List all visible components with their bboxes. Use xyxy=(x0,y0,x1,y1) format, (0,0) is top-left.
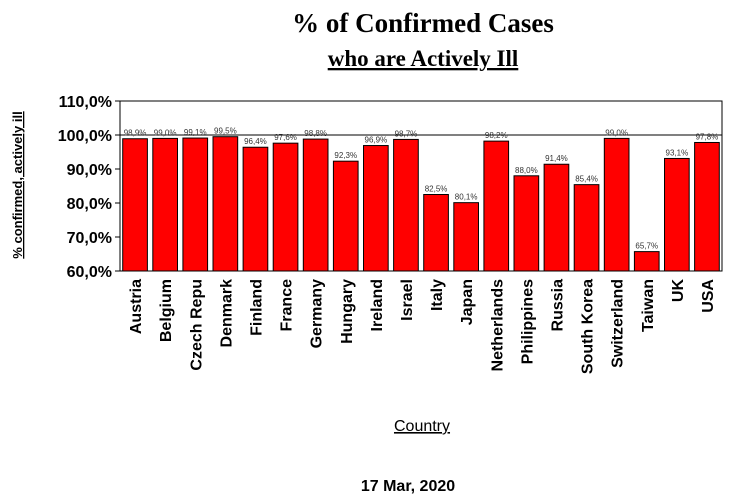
x-tick-label: Netherlands xyxy=(489,279,506,372)
y-tick-label: 110,0% xyxy=(59,94,112,111)
bar-south-korea xyxy=(573,184,600,272)
data-label: 99,0% xyxy=(154,128,177,137)
x-tick-label: Philippines xyxy=(519,279,536,364)
data-label: 91,4% xyxy=(545,154,568,163)
y-tick-label: 100,0% xyxy=(58,128,112,145)
x-tick-label: Belgium xyxy=(158,279,175,342)
y-axis-label: % confirmed, actively ill xyxy=(10,111,25,258)
bar-russia xyxy=(543,163,570,272)
data-label: 96,4% xyxy=(244,137,267,146)
x-tick-label: Taiwan xyxy=(640,279,657,332)
x-tick-label: Denmark xyxy=(218,279,235,348)
data-label: 82,5% xyxy=(425,185,448,194)
bar-hungary xyxy=(332,160,359,272)
x-tick-label: Japan xyxy=(459,279,476,325)
data-label: 97,6% xyxy=(274,133,297,142)
bar-israel xyxy=(393,138,419,272)
x-tick-label: UK xyxy=(670,279,687,303)
bar-austria xyxy=(122,138,148,272)
data-label: 97,8% xyxy=(696,132,719,141)
bar-denmark xyxy=(212,136,239,272)
bar-uk xyxy=(664,157,690,272)
data-label: 98,2% xyxy=(485,131,508,140)
x-tick-label: Ireland xyxy=(369,279,386,331)
x-tick-label: Finland xyxy=(248,279,265,336)
data-label: 65,7% xyxy=(635,242,658,251)
x-tick-label: Switzerland xyxy=(610,279,627,368)
bar-japan xyxy=(453,202,479,272)
chart-subtitle: who are Actively Ill xyxy=(328,46,519,71)
chart-footer-date: 17 Mar, 2020 xyxy=(361,478,455,495)
bar-germany xyxy=(302,138,329,272)
bar-switzerland xyxy=(603,137,630,272)
data-label: 99,5% xyxy=(214,127,237,136)
data-label: 92,3% xyxy=(334,151,357,160)
plot-area: 60,0% 70,0% 80,0% 90,0% 100,0% 110,0% 98,9% Aus… xyxy=(58,94,723,374)
data-label: 98,9% xyxy=(124,129,147,138)
x-tick-label: South Korea xyxy=(580,279,597,374)
x-axis-label: Country xyxy=(394,418,450,435)
x-tick-label: USA xyxy=(700,279,717,313)
data-label: 96,9% xyxy=(365,136,388,145)
bar-taiwan xyxy=(633,251,660,272)
x-tick-label: Hungary xyxy=(339,279,356,344)
y-tick-label: 60,0% xyxy=(67,264,112,281)
bar-philippines xyxy=(513,175,540,272)
x-tick-label: France xyxy=(279,279,296,332)
bar-finland xyxy=(242,146,269,272)
bar-france xyxy=(272,142,299,272)
bar-czech-repu xyxy=(182,137,209,272)
x-tick-label: Israel xyxy=(399,279,416,321)
data-label: 99,0% xyxy=(605,128,628,137)
data-label: 85,4% xyxy=(575,175,598,184)
data-label: 98,8% xyxy=(304,129,327,138)
bar-ireland xyxy=(363,145,389,272)
y-tick-label: 90,0% xyxy=(67,162,112,179)
x-tick-label: Germany xyxy=(309,279,326,348)
bar-netherlands xyxy=(483,140,510,272)
data-label: 80,1% xyxy=(455,193,478,202)
x-tick-label: Czech Repu xyxy=(188,279,205,371)
chart-title: % of Confirmed Cases xyxy=(292,8,554,38)
data-label: 88,0% xyxy=(515,166,538,175)
x-tick-label: Russia xyxy=(549,279,566,332)
y-tick-label: 80,0% xyxy=(67,196,112,213)
data-label: 99,1% xyxy=(184,128,207,137)
plot-frame xyxy=(119,100,723,272)
x-tick-label: Austria xyxy=(128,279,145,334)
bar-usa xyxy=(694,141,720,272)
bar-belgium xyxy=(152,137,178,272)
bar-italy xyxy=(423,194,449,272)
data-label: 93,1% xyxy=(666,148,689,157)
data-label: 98,7% xyxy=(395,129,418,138)
y-tick-label: 70,0% xyxy=(67,230,112,247)
x-tick-label: Italy xyxy=(429,279,446,311)
